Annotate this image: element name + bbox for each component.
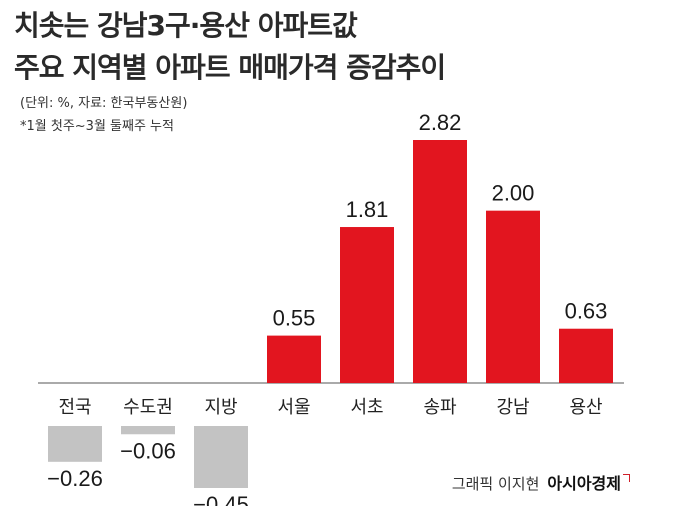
bar-전국 bbox=[48, 426, 102, 462]
value-label: 0.55 bbox=[273, 306, 316, 331]
chart-title-line1: 치솟는 강남3구·용산 아파트값 bbox=[14, 9, 358, 42]
bar-서울 bbox=[267, 335, 321, 383]
bar-용산 bbox=[559, 328, 613, 383]
category-label: 전국 bbox=[58, 397, 91, 417]
value-label: 1.81 bbox=[346, 197, 389, 222]
category-label: 송파 bbox=[423, 397, 457, 417]
value-label: −0.26 bbox=[47, 466, 103, 491]
unit-source-note: (단위: %, 자료: 한국부동산원) bbox=[20, 96, 188, 111]
value-label: 2.00 bbox=[492, 181, 535, 206]
bar-강남 bbox=[486, 210, 540, 383]
value-label: −0.06 bbox=[120, 438, 176, 463]
period-note: *1월 첫주~3월 둘째주 누적 bbox=[20, 119, 174, 134]
category-label: 강남 bbox=[496, 397, 529, 417]
value-label: −0.45 bbox=[193, 492, 249, 506]
credit: 그래픽 이지현 아시아경제 bbox=[452, 470, 621, 494]
value-label: 0.63 bbox=[565, 299, 608, 324]
bar-지방 bbox=[194, 426, 248, 488]
value-label: 2.82 bbox=[419, 110, 462, 135]
credit-brand: 아시아경제 bbox=[547, 474, 621, 493]
chart-title-line2: 주요 지역별 아파트 매매가격 증감추이 bbox=[14, 51, 446, 84]
credit-label: 그래픽 이지현 bbox=[451, 475, 540, 493]
category-label: 수도권 bbox=[123, 397, 173, 417]
bar-수도권 bbox=[121, 426, 175, 435]
brand-logo-mark bbox=[623, 474, 630, 482]
category-label: 서울 bbox=[277, 397, 310, 417]
category-label: 서초 bbox=[350, 397, 383, 417]
bar-송파 bbox=[413, 140, 467, 383]
category-label: 지방 bbox=[204, 397, 237, 417]
category-label: 용산 bbox=[569, 397, 602, 417]
bar-서초 bbox=[340, 227, 394, 383]
